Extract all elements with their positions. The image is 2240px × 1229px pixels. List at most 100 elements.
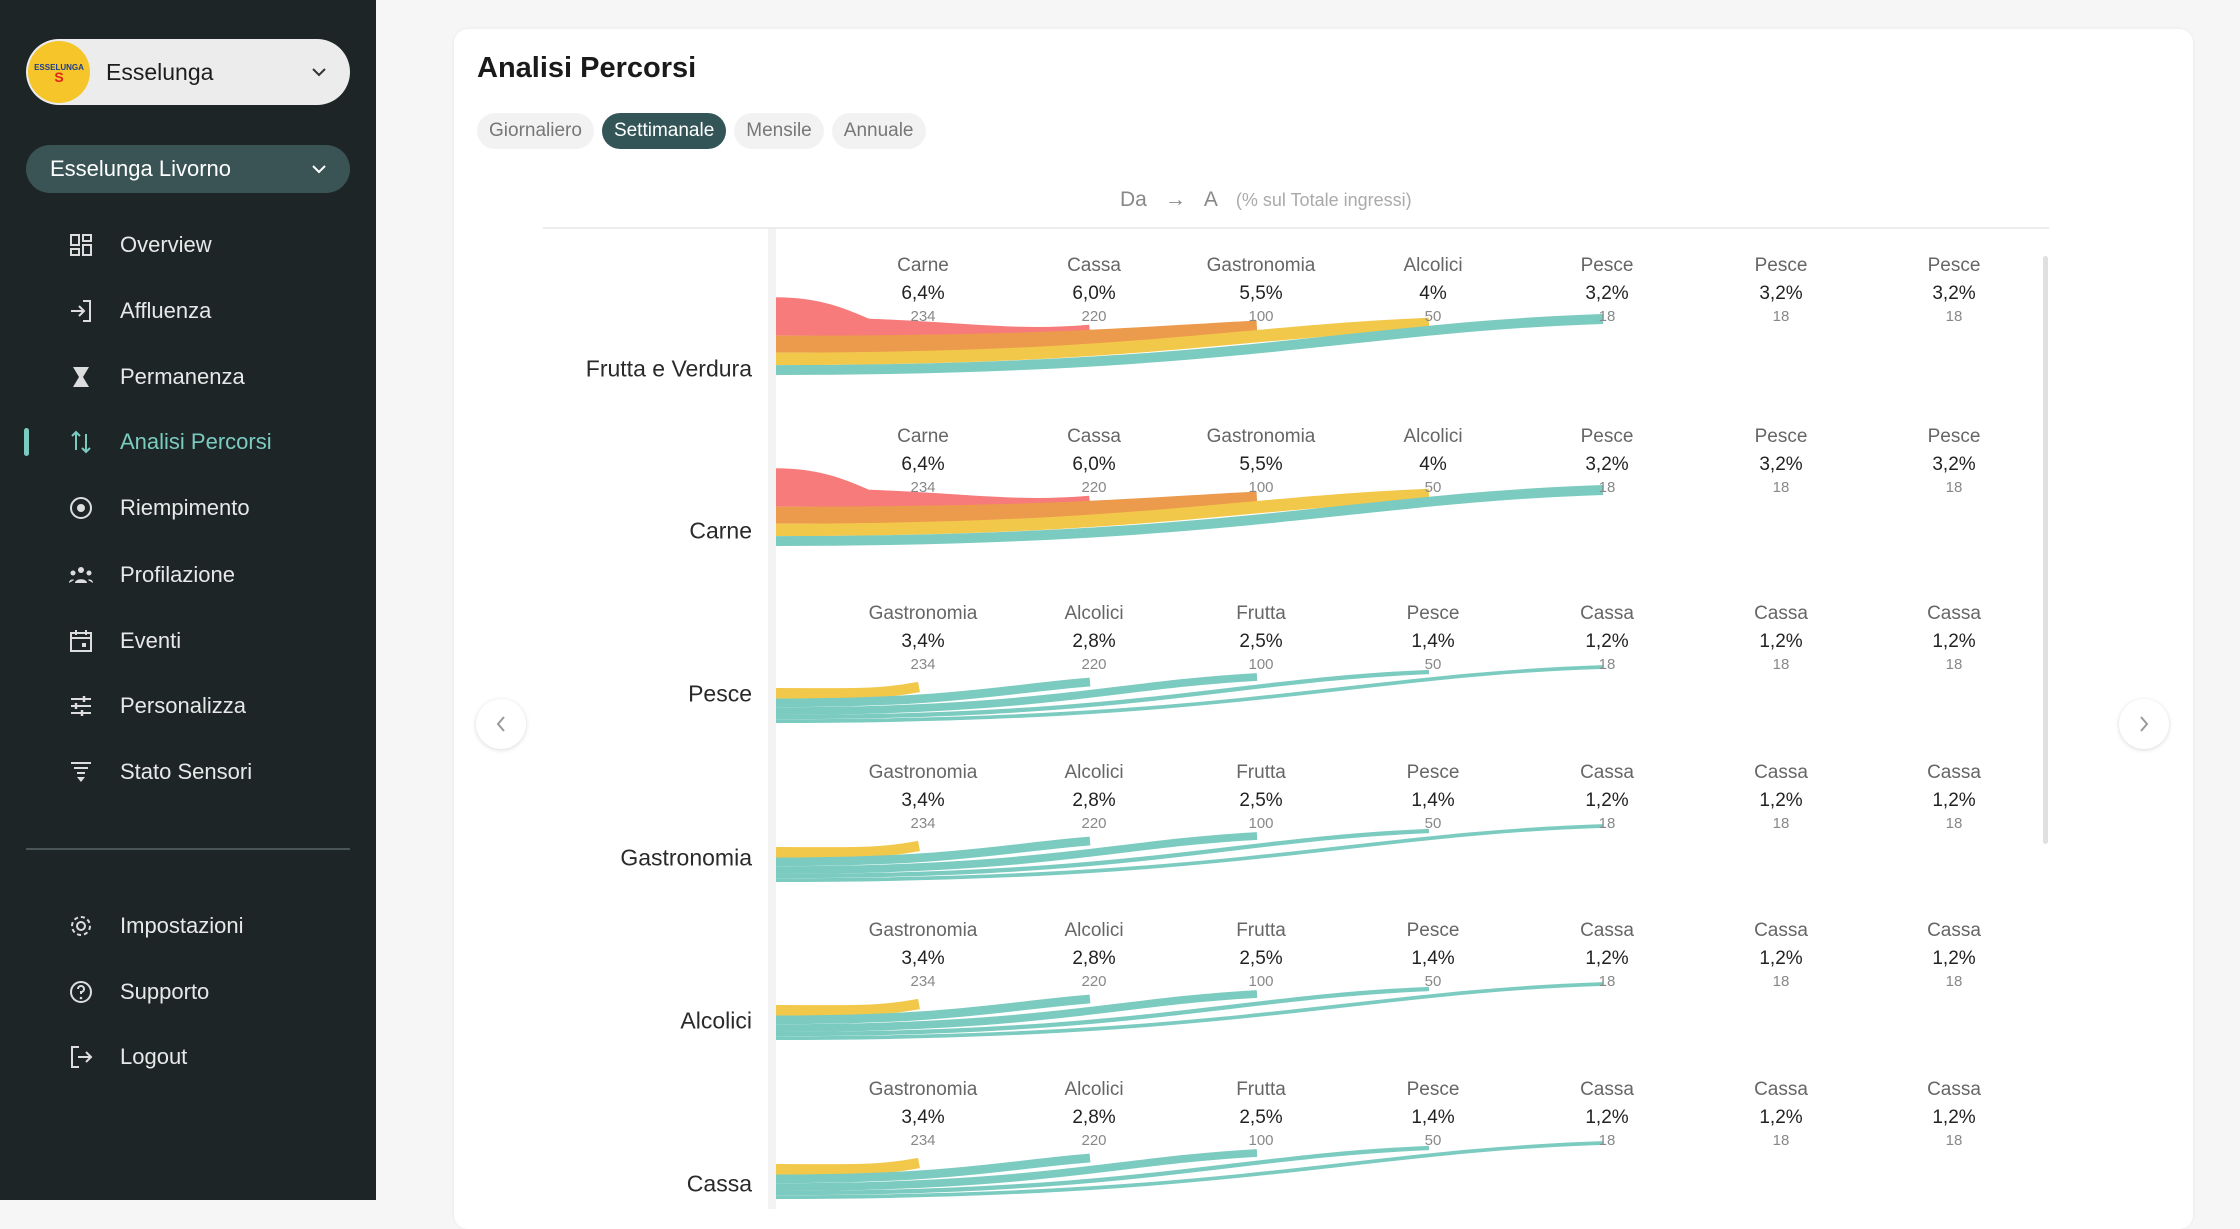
sidebar-item-permanenza[interactable]: Permanenza xyxy=(0,352,376,402)
destination-count: 18 xyxy=(1598,656,1616,673)
destination-name: Frutta xyxy=(1236,920,1286,941)
sidebar-item-label: Analisi Percorsi xyxy=(120,429,272,454)
destination-percent: 6,0% xyxy=(1072,283,1116,304)
sidebar-item-logout[interactable]: Logout xyxy=(0,1032,376,1082)
destination-cell: Alcolici 2,8% 220 xyxy=(1009,920,1179,990)
destination-cell: Cassa 1,2% 18 xyxy=(1869,1079,2039,1149)
source-label: Alcolici xyxy=(680,1007,752,1034)
destination-percent: 2,5% xyxy=(1239,790,1283,811)
brand-selector[interactable]: ESSELUNGA S Esselunga xyxy=(26,39,350,105)
destination-percent: 5,5% xyxy=(1239,283,1283,304)
destination-cell: Cassa 6,0% 220 xyxy=(1009,255,1179,325)
tab-giornaliero[interactable]: Giornaliero xyxy=(477,113,594,149)
sidebar-item-impostazioni[interactable]: Impostazioni xyxy=(0,901,376,951)
sidebar-item-label: Impostazioni xyxy=(120,913,244,938)
destination-name: Cassa xyxy=(1580,603,1634,624)
sidebar-item-label: Stato Sensori xyxy=(120,759,253,784)
tab-mensile[interactable]: Mensile xyxy=(734,113,824,149)
flow-ribbon xyxy=(775,836,1091,867)
logout-icon xyxy=(67,1043,95,1071)
tab-settimanale[interactable]: Settimanale xyxy=(601,113,727,149)
destination-percent: 1,2% xyxy=(1585,631,1629,652)
chart-header: Da → A (% sul Totale ingressi) xyxy=(1120,188,1412,212)
destination-name: Cassa xyxy=(1580,920,1634,941)
destination-cell: Cassa 1,2% 18 xyxy=(1869,603,2039,673)
brand-name: Esselunga xyxy=(106,58,214,85)
destination-cell: Alcolici 2,8% 220 xyxy=(1009,603,1179,673)
scrollbar[interactable] xyxy=(2043,256,2048,844)
destination-cell: Gastronomia 3,4% 234 xyxy=(838,603,1008,673)
destination-count: 18 xyxy=(1598,1132,1616,1149)
destination-count: 18 xyxy=(1945,308,1963,325)
destination-name: Cassa xyxy=(1927,762,1981,783)
destination-count: 50 xyxy=(1424,1132,1442,1149)
sidebar-item-eventi[interactable]: Eventi xyxy=(0,616,376,666)
destination-percent: 6,0% xyxy=(1072,454,1116,475)
esselunga-logo: ESSELUNGA S xyxy=(28,41,90,103)
sidebar-item-profilazione[interactable]: Profilazione xyxy=(0,550,376,600)
chevron-right-icon xyxy=(2140,716,2149,732)
period-tabs: Giornaliero Settimanale Mensile Annuale xyxy=(477,113,926,149)
destination-cell: Cassa 6,0% 220 xyxy=(1009,426,1179,496)
gear-icon xyxy=(67,912,95,940)
destination-cell: Cassa 1,2% 18 xyxy=(1696,603,1866,673)
source-label: Pesce xyxy=(688,680,752,707)
destination-percent: 4% xyxy=(1419,454,1447,475)
sidebar-item-personalizza[interactable]: Personalizza xyxy=(0,681,376,731)
destination-percent: 1,2% xyxy=(1932,1107,1976,1128)
sidebar-item-supporto[interactable]: Supporto xyxy=(0,967,376,1017)
destination-count: 18 xyxy=(1598,479,1616,496)
destination-name: Pesce xyxy=(1406,762,1460,783)
destination-name: Cassa xyxy=(1754,1079,1808,1100)
sidebar-item-riempimento[interactable]: Riempimento xyxy=(0,483,376,533)
header-divider xyxy=(543,227,2049,229)
destination-cell: Cassa 1,2% 18 xyxy=(1869,762,2039,832)
calendar-icon xyxy=(67,627,95,655)
destination-cell: Alcolici 4% 50 xyxy=(1348,255,1518,325)
destination-cell: Pesce 3,2% 18 xyxy=(1869,255,2039,325)
flow-ribbon xyxy=(775,994,1091,1025)
destination-name: Cassa xyxy=(1067,426,1121,447)
destination-cell: Cassa 1,2% 18 xyxy=(1869,920,2039,990)
sidebar-item-label: Profilazione xyxy=(120,562,235,587)
sidebar-item-label: Eventi xyxy=(120,628,182,653)
flow-ribbon xyxy=(775,317,1430,366)
destination-percent: 3,4% xyxy=(901,948,945,969)
destination-percent: 2,8% xyxy=(1072,631,1116,652)
next-button[interactable] xyxy=(2119,699,2169,749)
chevron-down-icon xyxy=(306,59,332,85)
tab-annuale[interactable]: Annuale xyxy=(831,113,926,149)
page-title: Analisi Percorsi xyxy=(477,52,697,84)
source-column-bar xyxy=(768,229,776,1209)
destination-cell: Frutta 2,5% 100 xyxy=(1176,1079,1346,1149)
store-selector[interactable]: Esselunga Livorno xyxy=(26,145,350,193)
source-label: Frutta e Verdura xyxy=(585,355,752,382)
destination-percent: 3,2% xyxy=(1932,454,1976,475)
sidebar-item-affluenza[interactable]: Affluenza xyxy=(0,286,376,336)
sidebar-item-stato-sensori[interactable]: Stato Sensori xyxy=(0,747,376,797)
destination-name: Cassa xyxy=(1754,920,1808,941)
destination-count: 18 xyxy=(1772,656,1790,673)
destination-percent: 2,5% xyxy=(1239,631,1283,652)
destination-cell: Frutta 2,5% 100 xyxy=(1176,603,1346,673)
flow-ribbon xyxy=(775,990,1258,1032)
sidebar-item-label: Riempimento xyxy=(120,495,250,520)
destination-name: Gastronomia xyxy=(1206,255,1316,276)
destination-cell: Frutta 2,5% 100 xyxy=(1176,920,1346,990)
destination-cell: Gastronomia 3,4% 234 xyxy=(838,762,1008,832)
users-icon xyxy=(67,561,95,589)
destination-cell: Gastronomia 3,4% 234 xyxy=(838,920,1008,990)
prev-button[interactable] xyxy=(476,699,526,749)
destination-count: 220 xyxy=(1081,1132,1107,1149)
sidebar-item-analisi-percorsi[interactable]: Analisi Percorsi xyxy=(0,417,376,467)
destination-percent: 3,2% xyxy=(1759,283,1803,304)
arrow-right-icon: → xyxy=(1164,188,1186,211)
sidebar-item-overview[interactable]: Overview xyxy=(0,220,376,270)
destination-count: 234 xyxy=(910,815,936,832)
destination-cell: Pesce 1,4% 50 xyxy=(1348,762,1518,832)
destination-name: Cassa xyxy=(1580,762,1634,783)
destination-count: 18 xyxy=(1945,815,1963,832)
destination-name: Pesce xyxy=(1754,426,1808,447)
destination-cell: Pesce 3,2% 18 xyxy=(1869,426,2039,496)
destination-percent: 2,8% xyxy=(1072,1107,1116,1128)
